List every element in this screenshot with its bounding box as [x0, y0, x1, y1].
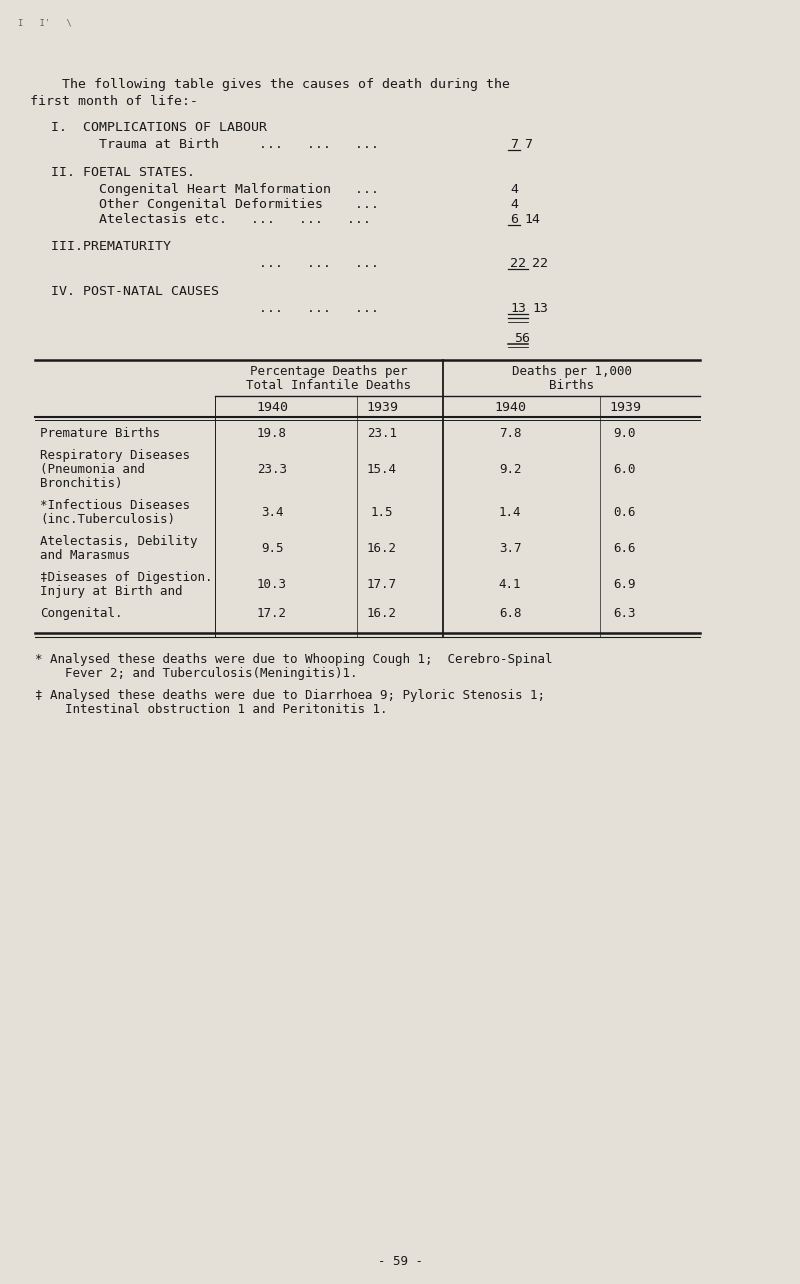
Text: 6.6: 6.6 [614, 542, 636, 555]
Text: I   I'   \: I I' \ [18, 18, 72, 27]
Text: 3.7: 3.7 [498, 542, 522, 555]
Text: 13: 13 [532, 302, 548, 315]
Text: 6: 6 [510, 213, 518, 226]
Text: and Marasmus: and Marasmus [40, 550, 130, 562]
Text: Percentage Deaths per: Percentage Deaths per [250, 365, 408, 377]
Text: Congenital.: Congenital. [40, 607, 122, 620]
Text: 1.5: 1.5 [370, 506, 394, 519]
Text: 17.2: 17.2 [257, 607, 287, 620]
Text: Fever 2; and Tuberculosis(Meningitis)1.: Fever 2; and Tuberculosis(Meningitis)1. [35, 666, 358, 681]
Text: 6.9: 6.9 [614, 578, 636, 591]
Text: ‡ Analysed these deaths were due to Diarrhoea 9; Pyloric Stenosis 1;: ‡ Analysed these deaths were due to Diar… [35, 690, 545, 702]
Text: 1940: 1940 [494, 401, 526, 413]
Text: 1939: 1939 [609, 401, 641, 413]
Text: Atelectasis, Debility: Atelectasis, Debility [40, 535, 198, 548]
Text: IV. POST-NATAL CAUSES: IV. POST-NATAL CAUSES [35, 285, 219, 298]
Text: The following table gives the causes of death during the: The following table gives the causes of … [30, 78, 510, 91]
Text: Respiratory Diseases: Respiratory Diseases [40, 449, 190, 462]
Text: ...   ...   ...: ... ... ... [35, 257, 379, 270]
Text: Atelectasis etc.   ...   ...   ...: Atelectasis etc. ... ... ... [35, 213, 387, 226]
Text: Total Infantile Deaths: Total Infantile Deaths [246, 379, 411, 392]
Text: 15.4: 15.4 [367, 464, 397, 476]
Text: 4: 4 [510, 184, 518, 196]
Text: 16.2: 16.2 [367, 542, 397, 555]
Text: II. FOETAL STATES.: II. FOETAL STATES. [35, 166, 195, 178]
Text: (Pneumonia and: (Pneumonia and [40, 464, 145, 476]
Text: (inc.Tuberculosis): (inc.Tuberculosis) [40, 514, 175, 526]
Text: 23.1: 23.1 [367, 428, 397, 440]
Text: 13: 13 [510, 302, 526, 315]
Text: I.  COMPLICATIONS OF LABOUR: I. COMPLICATIONS OF LABOUR [35, 121, 267, 134]
Text: 4: 4 [510, 198, 518, 211]
Text: Intestinal obstruction 1 and Peritonitis 1.: Intestinal obstruction 1 and Peritonitis… [35, 704, 387, 716]
Text: Bronchitis): Bronchitis) [40, 476, 122, 490]
Text: Births: Births [549, 379, 594, 392]
Text: 1940: 1940 [256, 401, 288, 413]
Text: 3.4: 3.4 [261, 506, 283, 519]
Text: 10.3: 10.3 [257, 578, 287, 591]
Text: 7: 7 [524, 137, 532, 152]
Text: 9.2: 9.2 [498, 464, 522, 476]
Text: 6.3: 6.3 [614, 607, 636, 620]
Text: 1939: 1939 [366, 401, 398, 413]
Text: 7.8: 7.8 [498, 428, 522, 440]
Text: 6.0: 6.0 [614, 464, 636, 476]
Text: * Analysed these deaths were due to Whooping Cough 1;  Cerebro-Spinal: * Analysed these deaths were due to Whoo… [35, 654, 553, 666]
Text: Other Congenital Deformities    ...: Other Congenital Deformities ... [35, 198, 379, 211]
Text: ‡Diseases of Digestion.: ‡Diseases of Digestion. [40, 571, 213, 584]
Text: 7: 7 [510, 137, 518, 152]
Text: first month of life:-: first month of life:- [30, 95, 198, 108]
Text: 9.0: 9.0 [614, 428, 636, 440]
Text: 4.1: 4.1 [498, 578, 522, 591]
Text: 22: 22 [532, 257, 548, 270]
Text: - 59 -: - 59 - [378, 1254, 422, 1269]
Text: 22: 22 [510, 257, 526, 270]
Text: 23.3: 23.3 [257, 464, 287, 476]
Text: 9.5: 9.5 [261, 542, 283, 555]
Text: 6.8: 6.8 [498, 607, 522, 620]
Text: 1.4: 1.4 [498, 506, 522, 519]
Text: 0.6: 0.6 [614, 506, 636, 519]
Text: 56: 56 [514, 333, 530, 345]
Text: 19.8: 19.8 [257, 428, 287, 440]
Text: Trauma at Birth     ...   ...   ...: Trauma at Birth ... ... ... [35, 137, 379, 152]
Text: Deaths per 1,000: Deaths per 1,000 [511, 365, 631, 377]
Text: III.PREMATURITY: III.PREMATURITY [35, 240, 171, 253]
Text: 14: 14 [524, 213, 540, 226]
Text: ...   ...   ...: ... ... ... [35, 302, 379, 315]
Text: Injury at Birth and: Injury at Birth and [40, 586, 182, 598]
Text: Premature Births: Premature Births [40, 428, 160, 440]
Text: 17.7: 17.7 [367, 578, 397, 591]
Text: Congenital Heart Malformation   ...: Congenital Heart Malformation ... [35, 184, 379, 196]
Text: *Infectious Diseases: *Infectious Diseases [40, 499, 190, 512]
Text: 16.2: 16.2 [367, 607, 397, 620]
